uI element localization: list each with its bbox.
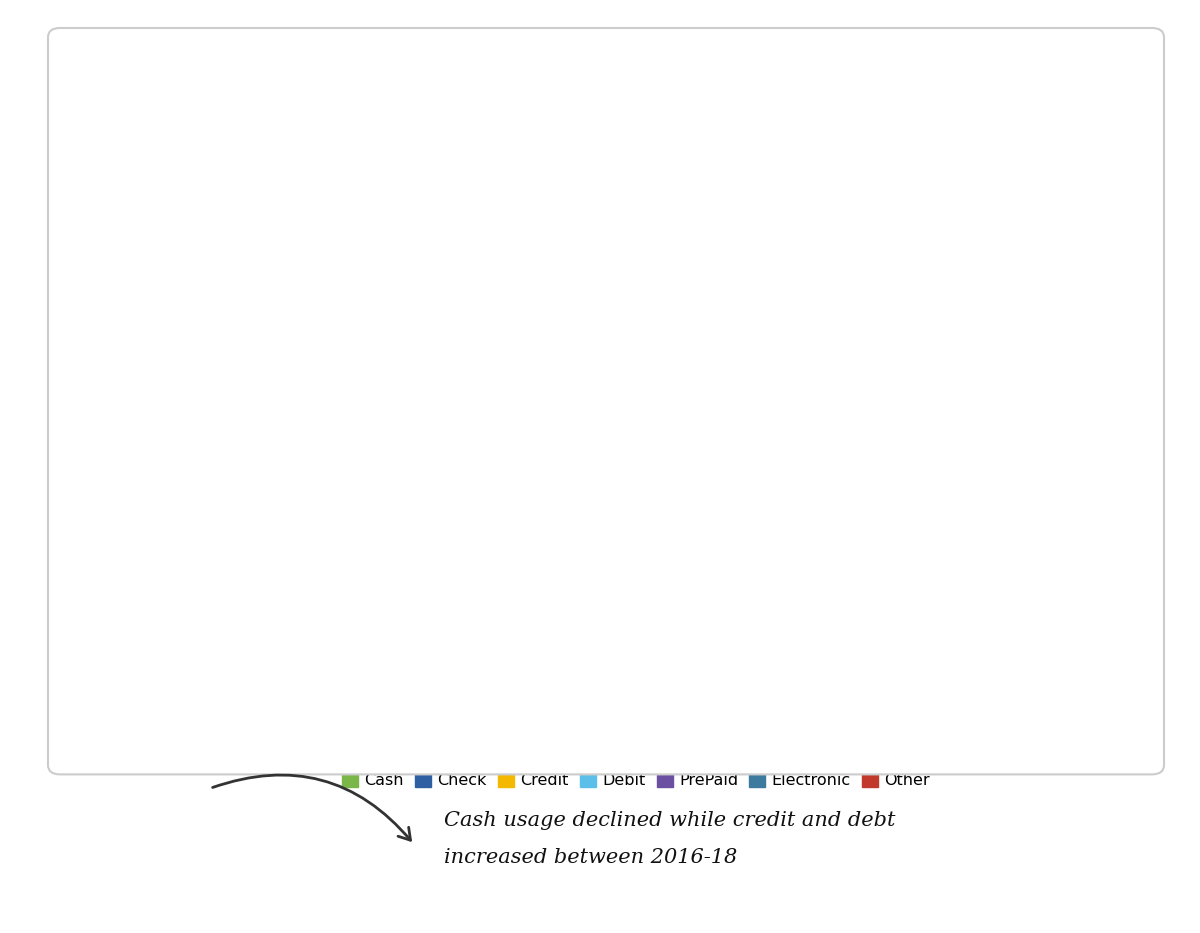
Text: Cash usage declined while credit and debt: Cash usage declined while credit and deb… — [444, 811, 895, 829]
Text: 30%: 30% — [614, 594, 658, 612]
Bar — [912, 208, 1016, 371]
Text: 7%: 7% — [293, 481, 323, 499]
Text: 10%: 10% — [614, 153, 658, 171]
Text: 28%: 28% — [942, 281, 985, 299]
Bar — [583, 359, 689, 481]
Text: 6%: 6% — [949, 513, 979, 531]
Text: 23%: 23% — [942, 429, 985, 447]
Text: increased between 2016-18: increased between 2016-18 — [444, 848, 737, 867]
Text: 26%: 26% — [614, 275, 658, 293]
Bar — [912, 127, 1016, 191]
Bar — [912, 191, 1016, 208]
Bar — [912, 371, 1016, 505]
Y-axis label: Share of Payment Usage: Share of Payment Usage — [52, 272, 70, 494]
Bar — [256, 191, 360, 208]
Bar — [583, 481, 689, 516]
Text: 6%: 6% — [620, 490, 652, 508]
Text: 10%: 10% — [287, 153, 330, 171]
Bar — [256, 365, 360, 469]
Bar — [583, 132, 689, 191]
Bar — [583, 191, 689, 208]
Bar — [912, 539, 1016, 690]
Text: 27%: 27% — [287, 278, 330, 296]
Bar — [256, 208, 360, 365]
Bar — [256, 109, 360, 132]
Text: 26%: 26% — [942, 606, 985, 624]
Title: Share of Payment Instrument Usage by Year: Share of Payment Instrument Usage by Yea… — [390, 34, 882, 53]
Bar — [256, 510, 360, 690]
Bar — [583, 516, 689, 690]
Bar — [912, 505, 1016, 539]
Text: 18%: 18% — [287, 409, 330, 426]
Bar — [583, 208, 689, 359]
Legend: Cash, Check, Credit, Debit, PrePaid, Electronic, Other: Cash, Check, Credit, Debit, PrePaid, Ele… — [336, 766, 936, 795]
Bar — [256, 132, 360, 191]
Text: 21%: 21% — [614, 411, 658, 429]
Bar — [583, 109, 689, 132]
Bar — [256, 469, 360, 510]
Text: 11%: 11% — [942, 150, 985, 168]
Bar — [912, 109, 1016, 127]
Text: 31%: 31% — [287, 592, 330, 609]
